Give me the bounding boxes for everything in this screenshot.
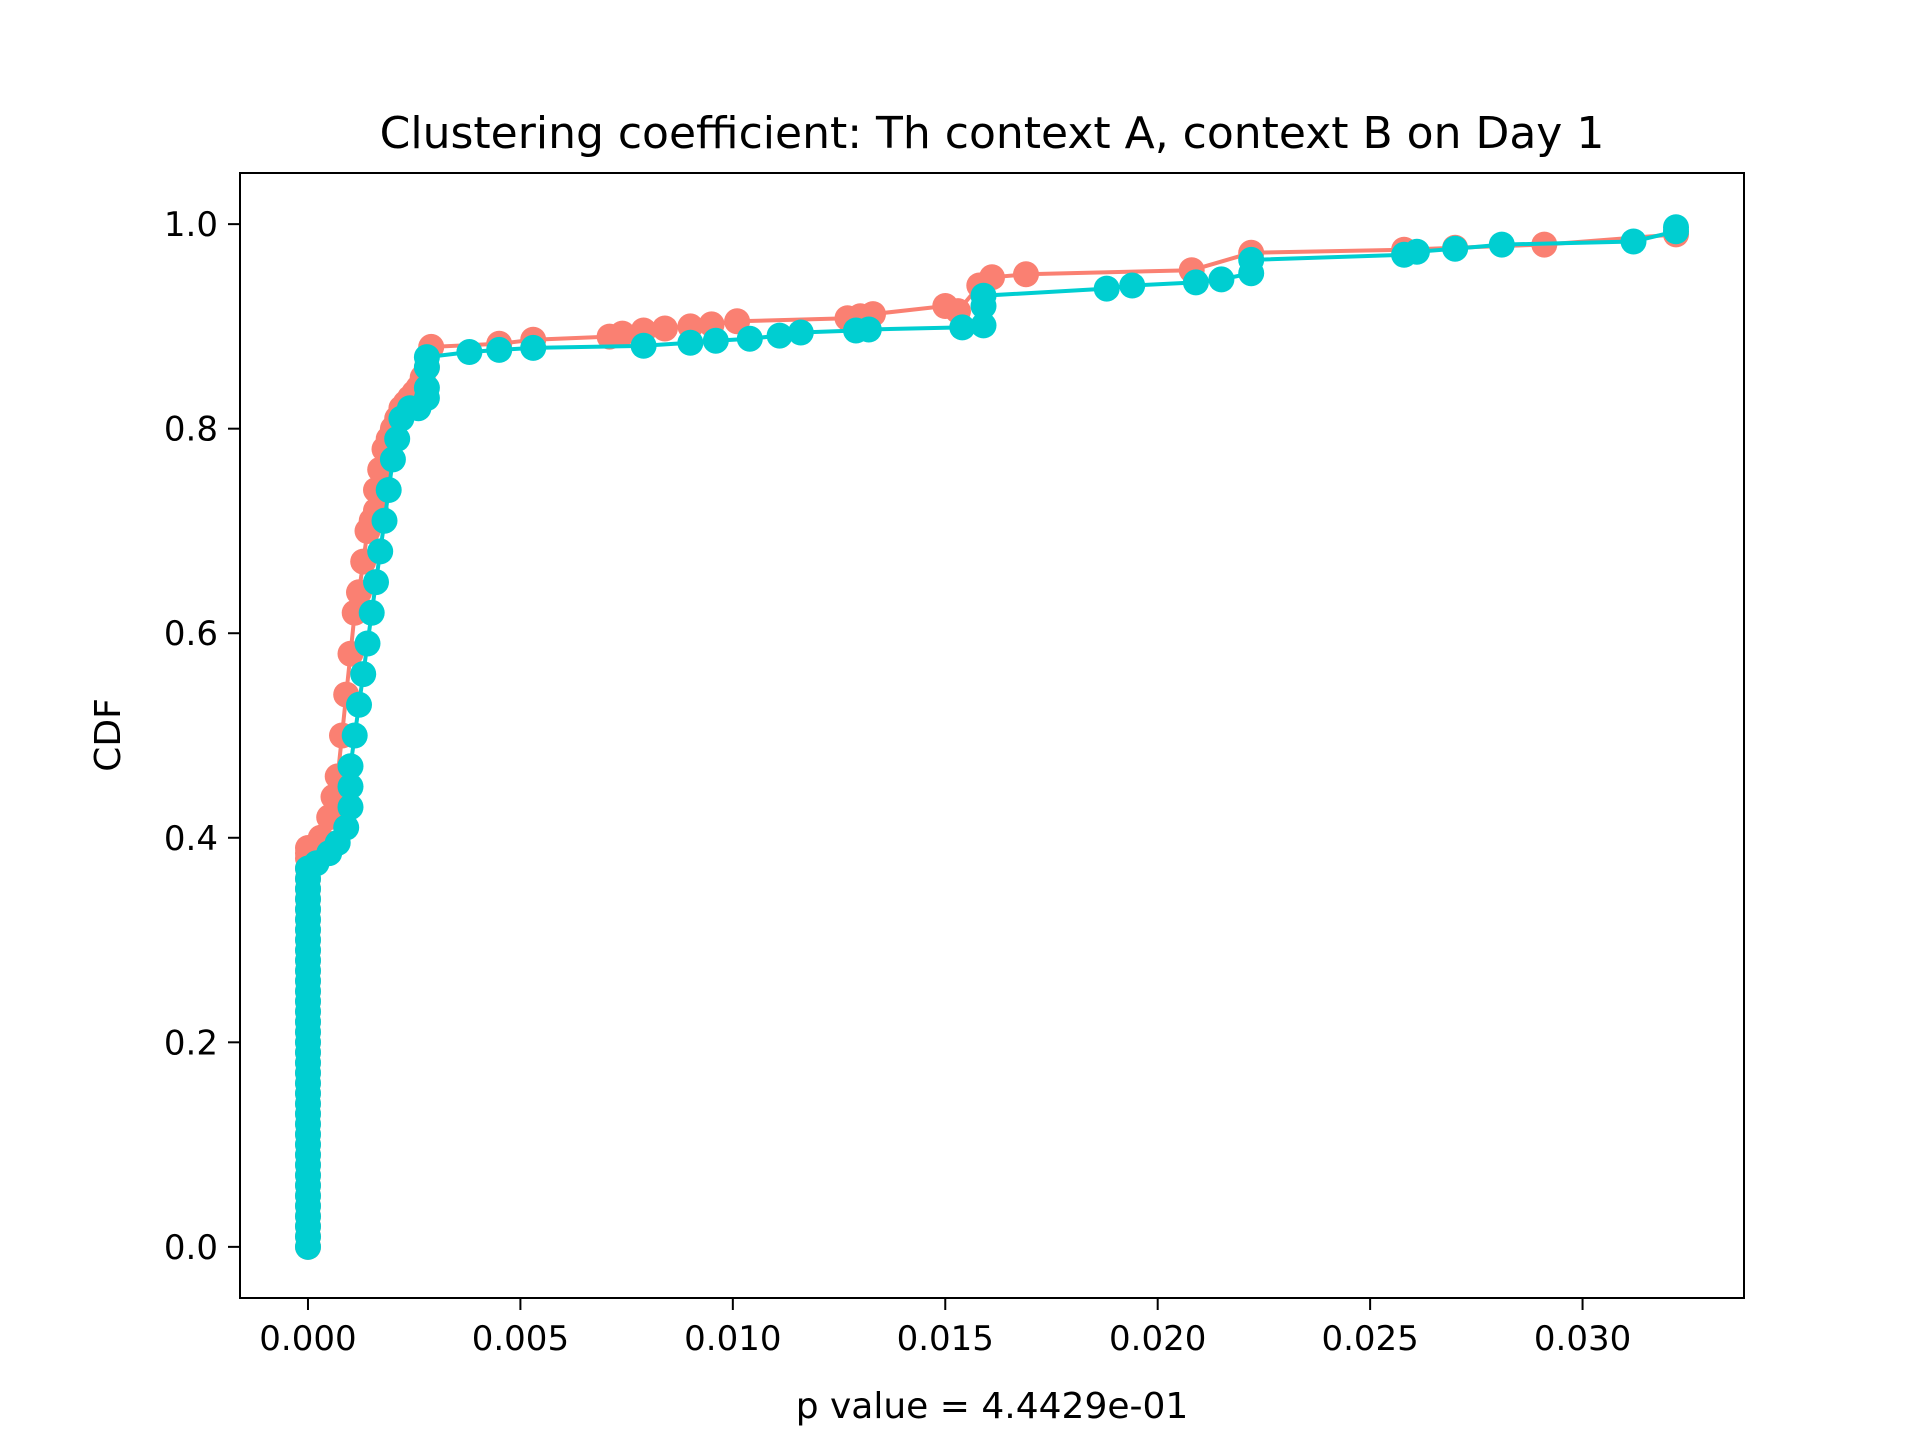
y-tick-label: 0.0: [164, 1228, 218, 1268]
y-tick-label: 0.2: [164, 1023, 218, 1063]
series-1-point: [1119, 272, 1146, 299]
series-1-point: [1238, 246, 1265, 273]
series-1-point: [337, 773, 364, 800]
series-1: [295, 214, 1689, 1260]
series-1-point: [1403, 238, 1430, 265]
series-0-point: [609, 320, 636, 347]
series-1-point: [787, 319, 814, 346]
x-axis: 0.000 0.005 0.010 0.015 0.020 0.025 0.030: [259, 1298, 1631, 1359]
series-1-point: [486, 336, 513, 363]
x-axis-label: p value = 4.4429e-01: [796, 1386, 1189, 1427]
series-1-point: [520, 334, 547, 361]
series-1-point: [677, 329, 704, 356]
series-1-point: [337, 753, 364, 780]
series-1-point: [736, 325, 763, 352]
series-1-point: [1620, 228, 1647, 255]
series-1-point: [630, 332, 657, 359]
y-axis-label: CDF: [88, 698, 129, 772]
y-tick-label: 1.0: [164, 205, 218, 245]
series-layer: [295, 214, 1689, 1260]
series-1-point: [350, 661, 377, 688]
series-1-point: [371, 507, 398, 534]
chart-title: Clustering coefficient: Th context A, co…: [380, 108, 1605, 159]
series-0-line: [306, 232, 1677, 1247]
series-1-point: [949, 314, 976, 341]
series-1-point: [354, 630, 381, 657]
series-1-point: [766, 322, 793, 349]
y-tick-label: 0.8: [164, 410, 218, 450]
series-1-point: [1093, 275, 1120, 302]
plot-frame: [239, 172, 1745, 1299]
x-tick-label: 0.000: [259, 1319, 356, 1359]
series-1-point: [1208, 266, 1235, 293]
x-tick-label: 0.010: [684, 1319, 781, 1359]
series-1-line: [306, 227, 1678, 1247]
series-0: [295, 221, 1689, 1260]
series-1-point: [384, 425, 411, 452]
series-1-point: [1488, 231, 1515, 258]
series-1-point: [456, 339, 483, 365]
y-tick-label: 0.6: [164, 614, 218, 654]
series-1-point: [413, 344, 440, 371]
series-1-point: [346, 691, 372, 718]
series-1-point: [970, 312, 997, 339]
series-1-point: [375, 477, 402, 503]
x-tick-label: 0.030: [1534, 1319, 1631, 1359]
series-1-point: [337, 794, 364, 821]
series-1-point: [1182, 269, 1209, 296]
series-0-point: [651, 315, 678, 342]
series-1-point: [970, 282, 997, 309]
y-tick-label: 0.4: [164, 819, 218, 859]
series-1-point: [1442, 235, 1469, 262]
series-1-point: [363, 569, 389, 596]
series-1-point: [358, 599, 385, 626]
series-1-point: [379, 446, 406, 473]
y-axis: 0.0 0.2 0.4 0.6 0.8 1.0: [164, 205, 240, 1268]
x-tick-label: 0.005: [472, 1319, 569, 1359]
series-1-point: [341, 722, 368, 749]
x-tick-label: 0.025: [1321, 1319, 1418, 1359]
series-1-point: [367, 538, 394, 565]
series-1-point: [855, 316, 882, 343]
x-tick-label: 0.015: [897, 1319, 994, 1359]
series-0-point: [1013, 261, 1039, 288]
series-1-point: [1663, 214, 1689, 241]
series-1-point: [413, 374, 440, 401]
x-tick-label: 0.020: [1109, 1319, 1206, 1359]
series-1-point: [702, 327, 729, 354]
series-1-point: [333, 814, 360, 841]
